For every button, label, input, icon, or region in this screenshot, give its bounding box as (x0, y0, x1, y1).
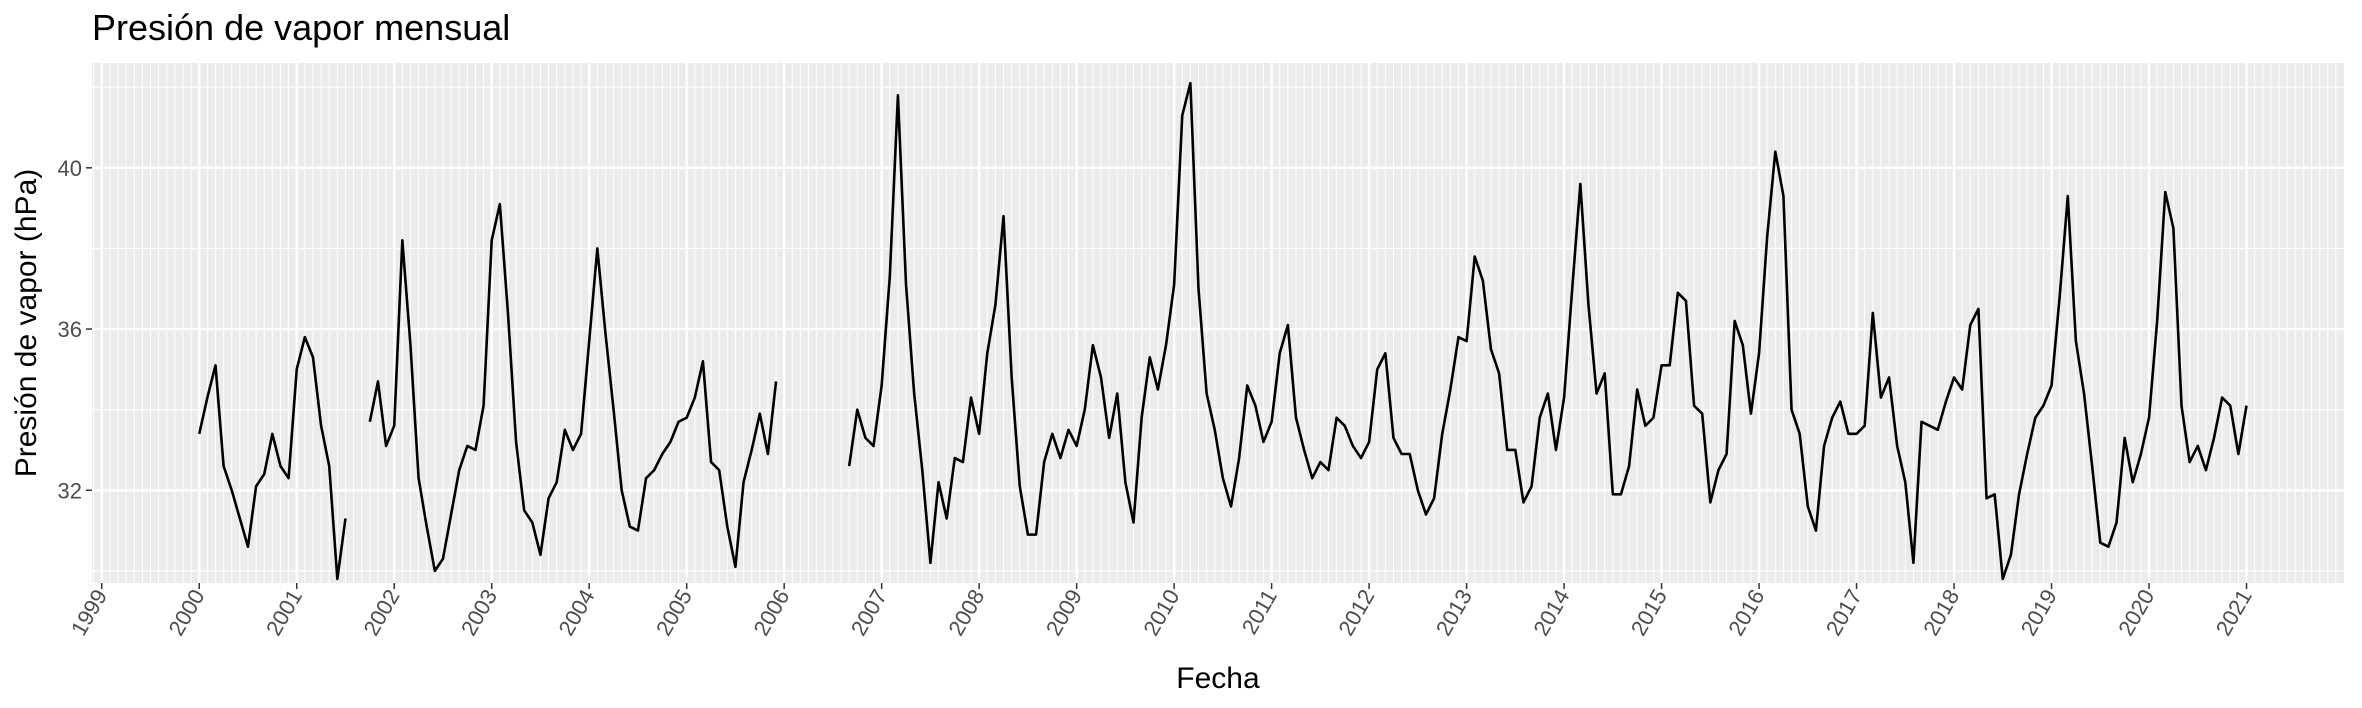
plot-panel (92, 63, 2344, 583)
x-tick-label: 2016 (1723, 585, 1769, 640)
x-tick-label: 2021 (2211, 585, 2257, 640)
x-tick-label: 2003 (456, 585, 502, 640)
x-tick-label: 2013 (1431, 585, 1477, 640)
x-axis: 1999 2000 2001 2002 2003 2004 2005 2006 2007 2008… (66, 583, 2257, 640)
x-tick-label: 2005 (651, 585, 697, 640)
y-axis-title: Presión de vapor (hPa) (10, 169, 43, 478)
x-tick-label: 2009 (1041, 585, 1087, 640)
x-tick-label: 2000 (163, 585, 209, 640)
x-tick-label: 1999 (66, 585, 112, 640)
x-tick-label: 2019 (2016, 585, 2062, 640)
x-tick-label: 2002 (358, 585, 404, 640)
x-axis-title: Fecha (1176, 662, 1260, 695)
x-tick-label: 2008 (943, 585, 989, 640)
x-tick-label: 2017 (1821, 585, 1867, 640)
x-tick-label: 2010 (1138, 585, 1184, 640)
x-tick-label: 2007 (846, 585, 892, 640)
minor-grid (92, 63, 2344, 583)
y-tick-label: 40 (58, 156, 82, 181)
x-tick-label: 2006 (748, 585, 794, 640)
series-line (197, 81, 2248, 581)
x-tick-label: 2020 (2113, 585, 2159, 640)
x-tick-label: 2001 (261, 585, 307, 640)
x-tick-label: 2014 (1528, 585, 1574, 640)
y-tick-label: 36 (58, 317, 82, 342)
y-axis: 32 36 40 (58, 156, 92, 503)
y-tick-label: 32 (58, 478, 82, 503)
x-tick-label: 2011 (1237, 585, 1282, 638)
x-tick-label: 2004 (553, 585, 599, 640)
x-tick-label: 2012 (1333, 585, 1379, 640)
x-tick-label: 2018 (1918, 585, 1964, 640)
x-tick-label: 2015 (1626, 585, 1672, 640)
chart-title: Presión de vapor mensual (92, 7, 510, 48)
series-path (197, 81, 2248, 581)
